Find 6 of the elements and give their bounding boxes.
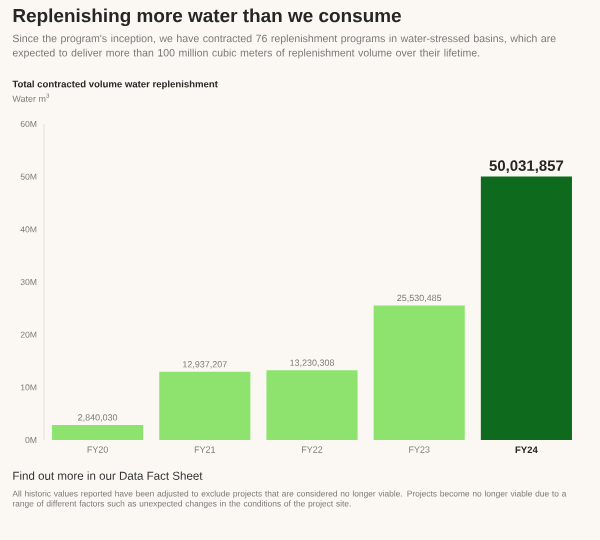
bar [52,425,144,440]
bar [266,370,358,440]
chart-title: Replenishing more water than we consume [13,8,401,27]
bar [373,305,465,440]
bar [159,371,251,440]
bar [480,176,572,440]
